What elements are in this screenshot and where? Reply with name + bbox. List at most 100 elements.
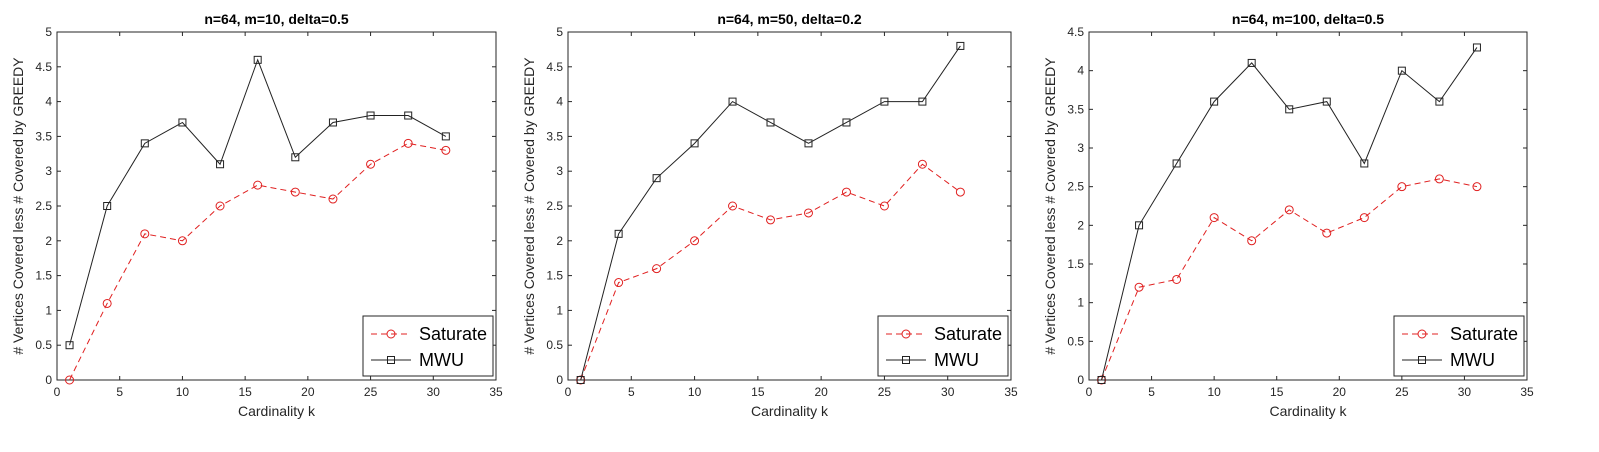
x-tick-label: 5	[628, 385, 635, 399]
data-point-saturate	[366, 159, 376, 169]
data-point-mwu	[253, 55, 262, 64]
data-point-mwu	[1322, 97, 1331, 106]
data-point-mwu	[766, 118, 775, 127]
data-point-saturate	[917, 159, 927, 169]
chart-title: n=64, m=50, delta=0.2	[717, 11, 862, 27]
chart-2: 0 5 10 15 20 25 30 35 0 0.5 1 1.5 2 2.5 3 3.5 4 4.5 5 n=64,…	[521, 11, 1018, 419]
data-point-mwu	[178, 118, 187, 127]
x-tick-label: 0	[54, 385, 61, 399]
data-point-mwu	[1172, 159, 1181, 168]
y-tick-label: 4.5	[546, 60, 563, 74]
y-tick-label: 4	[556, 95, 563, 109]
data-point-saturate	[1134, 282, 1144, 292]
y-tick-label: 3.5	[546, 129, 563, 143]
y-tick-label: 1.5	[546, 269, 563, 283]
series-line-mwu	[69, 58, 447, 346]
data-point-saturate	[1172, 274, 1182, 284]
y-tick-label: 2.5	[1067, 180, 1084, 194]
y-tick-label: 3.5	[35, 129, 52, 143]
y-axis-label: # Vertices Covered less # Covered by GRE…	[1042, 57, 1058, 355]
data-point-mwu	[842, 118, 851, 127]
y-tick-label: 1	[1077, 296, 1084, 310]
x-tick-label: 35	[489, 385, 503, 399]
legend-marker-saturate	[1417, 329, 1427, 339]
data-point-mwu	[404, 111, 413, 120]
legend-marker-mwu	[1418, 356, 1426, 364]
legend: Saturate MWU	[877, 315, 1009, 377]
data-point-mwu	[65, 341, 74, 350]
x-axis-label: Cardinality k	[1269, 403, 1347, 419]
data-point-saturate	[766, 215, 776, 225]
y-tick-label: 1.5	[1067, 257, 1084, 271]
chart-title: n=64, m=100, delta=0.5	[1232, 11, 1384, 27]
data-point-mwu	[216, 160, 225, 169]
y-tick-label: 3	[556, 164, 563, 178]
data-point-mwu	[140, 139, 149, 148]
x-tick-label: 30	[1458, 385, 1472, 399]
x-tick-label: 15	[1270, 385, 1284, 399]
data-point-mwu	[1210, 97, 1219, 106]
chart-1: 0 5 10 15 20 25 30 35 0 0.5 1 1.5 2 2.5 3 3.5 4 4.5 5 n=64,…	[10, 11, 503, 419]
data-point-saturate	[1359, 213, 1369, 223]
legend-marker-saturate	[386, 329, 396, 339]
x-tick-label: 20	[814, 385, 828, 399]
x-tick-label: 10	[1207, 385, 1221, 399]
y-tick-label: 3	[1077, 141, 1084, 155]
x-tick-label: 0	[565, 385, 572, 399]
data-point-saturate	[1284, 205, 1294, 215]
data-point-saturate	[1397, 182, 1407, 192]
x-tick-label: 35	[1520, 385, 1534, 399]
x-tick-label: 25	[878, 385, 892, 399]
data-point-saturate	[403, 138, 413, 148]
y-tick-label: 2	[556, 234, 563, 248]
y-tick-label: 4	[45, 95, 52, 109]
legend-box	[1393, 315, 1525, 377]
data-point-saturate	[253, 180, 263, 190]
data-point-mwu	[1397, 66, 1406, 75]
y-tick-label: 1.5	[35, 269, 52, 283]
data-point-saturate	[1472, 182, 1482, 192]
data-point-mwu	[652, 174, 661, 183]
data-point-mwu	[918, 97, 927, 106]
y-tick-label: 5	[45, 25, 52, 39]
legend-box	[362, 315, 494, 377]
y-tick-label: 0.5	[546, 338, 563, 352]
legend-label-mwu: MWU	[419, 350, 464, 370]
series-line-mwu	[1101, 47, 1478, 381]
data-point-saturate	[955, 187, 965, 197]
y-axis-label: # Vertices Covered less # Covered by GRE…	[521, 57, 537, 355]
x-tick-label: 15	[238, 385, 252, 399]
data-point-saturate	[803, 208, 813, 218]
y-tick-label: 0.5	[1067, 334, 1084, 348]
data-point-mwu	[690, 139, 699, 148]
data-point-mwu	[328, 118, 337, 127]
data-point-saturate	[140, 229, 150, 239]
x-tick-label: 25	[1395, 385, 1409, 399]
data-point-mwu	[366, 111, 375, 120]
y-tick-label: 5	[556, 25, 563, 39]
y-tick-label: 0	[1077, 373, 1084, 387]
data-point-saturate	[728, 201, 738, 211]
y-axis-label: # Vertices Covered less # Covered by GRE…	[10, 57, 26, 355]
data-point-saturate	[1209, 213, 1219, 223]
data-point-mwu	[103, 202, 112, 210]
y-tick-label: 4	[1077, 64, 1084, 78]
y-tick-label: 0	[556, 373, 563, 387]
data-point-mwu	[1472, 43, 1481, 52]
x-tick-label: 5	[116, 385, 123, 399]
data-point-mwu	[614, 229, 623, 238]
series-line-mwu	[580, 45, 961, 381]
data-point-mwu	[1435, 97, 1444, 106]
legend-marker-mwu	[902, 356, 910, 364]
legend: Saturate MWU	[1393, 315, 1525, 377]
data-point-saturate	[328, 194, 338, 204]
data-point-saturate	[652, 264, 662, 274]
x-tick-label: 10	[176, 385, 190, 399]
legend-marker-mwu	[387, 356, 395, 364]
data-point-mwu	[1247, 58, 1256, 67]
x-tick-label: 20	[301, 385, 315, 399]
y-tick-label: 2	[45, 234, 52, 248]
data-point-saturate	[441, 145, 451, 155]
